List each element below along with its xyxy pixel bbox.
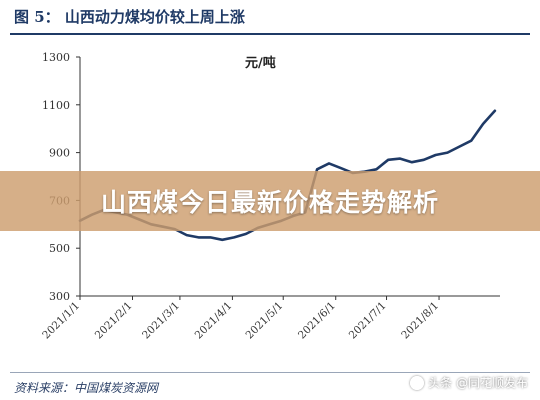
- data-point: [197, 236, 200, 239]
- y-tick-label: 300: [49, 290, 70, 303]
- data-point: [221, 238, 224, 241]
- figure-header: 图 5： 山西动力煤均价较上周上涨: [0, 0, 540, 34]
- line-chart: 30050070090011001300 2021/1/12021/2/1202…: [40, 51, 500, 342]
- x-tick-label: 2021/6/1: [296, 300, 338, 342]
- headline-text: 山西煤今日最新价格走势解析: [100, 188, 439, 217]
- data-point: [411, 161, 413, 164]
- x-tick-label: 2021/5/1: [244, 300, 286, 342]
- data-point: [375, 168, 378, 171]
- data-point: [422, 158, 425, 161]
- x-tick-label: 2021/7/1: [347, 300, 389, 342]
- data-point: [316, 168, 318, 171]
- y-tick-label: 1300: [42, 51, 70, 64]
- headline-banner: 山西煤今日最新价格走势解析: [0, 171, 540, 231]
- watermark: 头条 @同花顺发布: [410, 374, 528, 391]
- header-divider: [10, 33, 530, 35]
- watermark-text: 头条 @同花顺发布: [428, 376, 528, 390]
- data-point: [482, 123, 484, 125]
- data-point: [387, 158, 390, 161]
- source-note: 资料来源：中国煤炭资源网: [14, 381, 159, 395]
- data-point: [470, 139, 473, 142]
- y-tick-label: 500: [49, 242, 70, 255]
- data-point: [185, 234, 188, 237]
- watermark-logo-icon: [410, 375, 425, 390]
- data-point: [339, 167, 342, 170]
- data-point: [209, 236, 212, 239]
- x-tick-label: 2021/4/1: [193, 300, 235, 342]
- data-point: [446, 151, 449, 154]
- data-point: [245, 233, 247, 235]
- x-tick-label: 2021/3/1: [140, 300, 182, 342]
- data-point: [328, 162, 330, 165]
- x-tick-label: 2021/1/1: [40, 300, 82, 342]
- data-point: [494, 109, 496, 112]
- unit-label: 元/吨: [245, 56, 276, 71]
- x-tick-label: 2021/8/1: [399, 300, 441, 342]
- data-point: [458, 145, 461, 148]
- data-point: [399, 157, 401, 160]
- data-point: [434, 154, 437, 156]
- source-divider: [10, 372, 530, 373]
- figure-title: 图 5： 山西动力煤均价较上周上涨: [14, 8, 245, 26]
- x-tick-label: 2021/2/1: [93, 300, 135, 342]
- y-tick-label: 1100: [42, 99, 70, 112]
- y-tick-label: 900: [49, 147, 70, 160]
- data-point: [233, 236, 236, 239]
- x-tick-labels: 2021/1/1 2021/2/1 2021/3/1 2021/4/1 2021/5/1…: [40, 300, 441, 342]
